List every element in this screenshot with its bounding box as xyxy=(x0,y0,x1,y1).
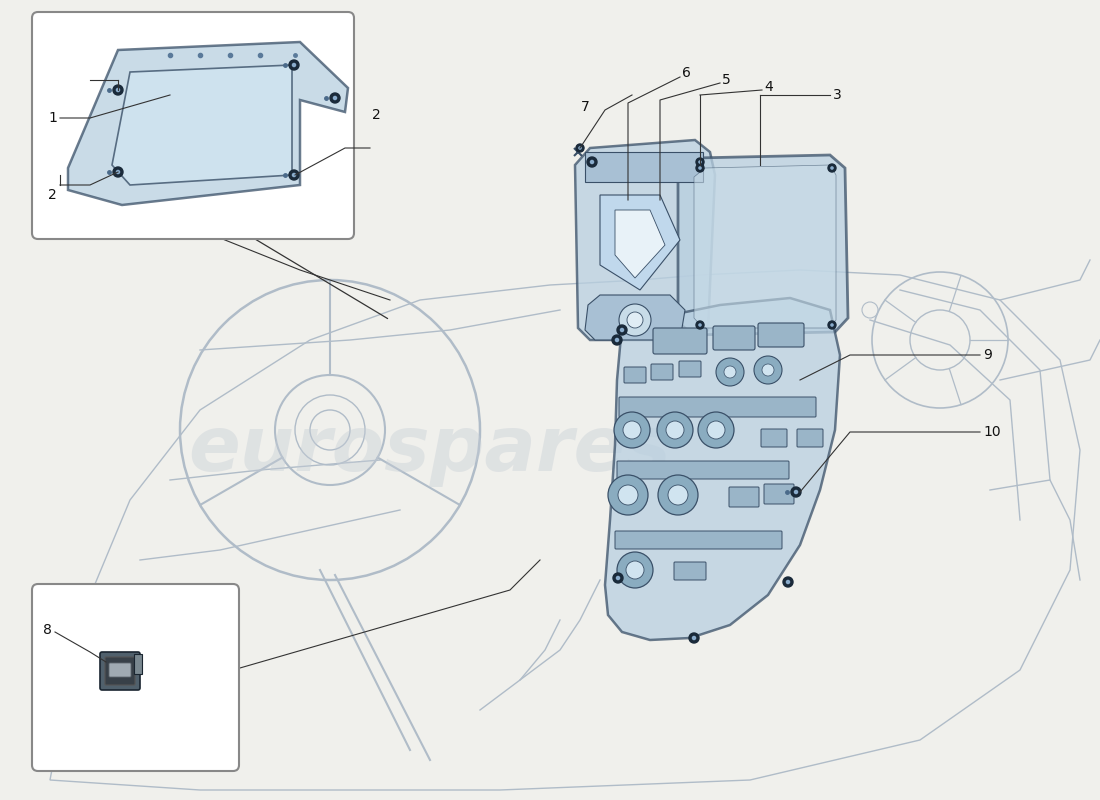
Circle shape xyxy=(626,561,644,579)
Circle shape xyxy=(612,335,621,345)
Circle shape xyxy=(666,421,684,439)
FancyBboxPatch shape xyxy=(651,364,673,380)
FancyBboxPatch shape xyxy=(624,367,646,383)
Circle shape xyxy=(613,573,623,583)
Circle shape xyxy=(615,338,619,342)
FancyBboxPatch shape xyxy=(134,654,142,674)
Circle shape xyxy=(830,166,834,170)
FancyBboxPatch shape xyxy=(619,397,816,417)
Polygon shape xyxy=(678,155,848,335)
Circle shape xyxy=(754,356,782,384)
Text: 2: 2 xyxy=(48,188,57,202)
FancyBboxPatch shape xyxy=(679,361,701,377)
Circle shape xyxy=(791,487,801,497)
Circle shape xyxy=(785,580,790,584)
FancyBboxPatch shape xyxy=(32,12,354,239)
Circle shape xyxy=(292,173,296,178)
Text: 6: 6 xyxy=(682,66,691,80)
Circle shape xyxy=(689,633,698,643)
FancyBboxPatch shape xyxy=(761,429,786,447)
Text: 7: 7 xyxy=(581,100,590,114)
Circle shape xyxy=(698,323,702,326)
Circle shape xyxy=(289,60,299,70)
Circle shape xyxy=(614,412,650,448)
Text: 9: 9 xyxy=(983,348,992,362)
Circle shape xyxy=(116,88,120,92)
Text: 2: 2 xyxy=(372,108,381,122)
FancyBboxPatch shape xyxy=(615,531,782,549)
Circle shape xyxy=(828,164,836,172)
Circle shape xyxy=(696,158,704,166)
Circle shape xyxy=(113,85,123,95)
Circle shape xyxy=(783,577,793,587)
Circle shape xyxy=(292,62,296,67)
Polygon shape xyxy=(68,42,348,205)
Polygon shape xyxy=(600,195,680,290)
Polygon shape xyxy=(575,140,715,340)
Circle shape xyxy=(692,636,696,640)
Circle shape xyxy=(619,304,651,336)
Circle shape xyxy=(617,325,627,335)
FancyBboxPatch shape xyxy=(713,326,755,350)
Circle shape xyxy=(707,421,725,439)
Circle shape xyxy=(698,412,734,448)
Circle shape xyxy=(698,166,702,170)
Circle shape xyxy=(332,96,338,100)
FancyBboxPatch shape xyxy=(32,584,239,771)
Circle shape xyxy=(724,366,736,378)
FancyBboxPatch shape xyxy=(764,484,794,504)
Circle shape xyxy=(608,475,648,515)
Circle shape xyxy=(116,170,120,174)
Circle shape xyxy=(657,412,693,448)
Circle shape xyxy=(330,93,340,103)
Circle shape xyxy=(794,490,799,494)
Polygon shape xyxy=(112,65,292,185)
FancyBboxPatch shape xyxy=(758,323,804,347)
Circle shape xyxy=(830,323,834,326)
Polygon shape xyxy=(585,295,685,340)
Text: 5: 5 xyxy=(722,73,730,87)
Circle shape xyxy=(828,321,836,329)
Circle shape xyxy=(576,144,584,152)
FancyBboxPatch shape xyxy=(653,328,707,354)
Circle shape xyxy=(619,328,625,332)
Circle shape xyxy=(289,170,299,180)
Circle shape xyxy=(658,475,698,515)
Polygon shape xyxy=(694,165,836,328)
FancyBboxPatch shape xyxy=(585,152,703,182)
Circle shape xyxy=(627,312,644,328)
Circle shape xyxy=(698,160,702,164)
Circle shape xyxy=(668,485,688,505)
FancyBboxPatch shape xyxy=(109,663,131,677)
Circle shape xyxy=(716,358,744,386)
Circle shape xyxy=(623,421,641,439)
Circle shape xyxy=(579,146,582,150)
Circle shape xyxy=(590,160,594,164)
Polygon shape xyxy=(605,298,840,640)
Circle shape xyxy=(762,364,774,376)
FancyBboxPatch shape xyxy=(729,487,759,507)
Polygon shape xyxy=(615,210,666,278)
Circle shape xyxy=(616,576,620,580)
Circle shape xyxy=(587,157,597,167)
Text: 8: 8 xyxy=(43,623,52,637)
Circle shape xyxy=(113,167,123,177)
FancyBboxPatch shape xyxy=(617,461,789,479)
Circle shape xyxy=(618,485,638,505)
Circle shape xyxy=(617,552,653,588)
FancyBboxPatch shape xyxy=(674,562,706,580)
FancyBboxPatch shape xyxy=(798,429,823,447)
Circle shape xyxy=(696,321,704,329)
Text: 1: 1 xyxy=(48,111,57,125)
FancyBboxPatch shape xyxy=(104,657,135,685)
Text: 10: 10 xyxy=(983,425,1001,439)
Circle shape xyxy=(696,164,704,172)
FancyBboxPatch shape xyxy=(100,652,140,690)
Text: 3: 3 xyxy=(833,88,842,102)
Text: 4: 4 xyxy=(764,80,772,94)
Text: eurospares: eurospares xyxy=(188,413,671,487)
